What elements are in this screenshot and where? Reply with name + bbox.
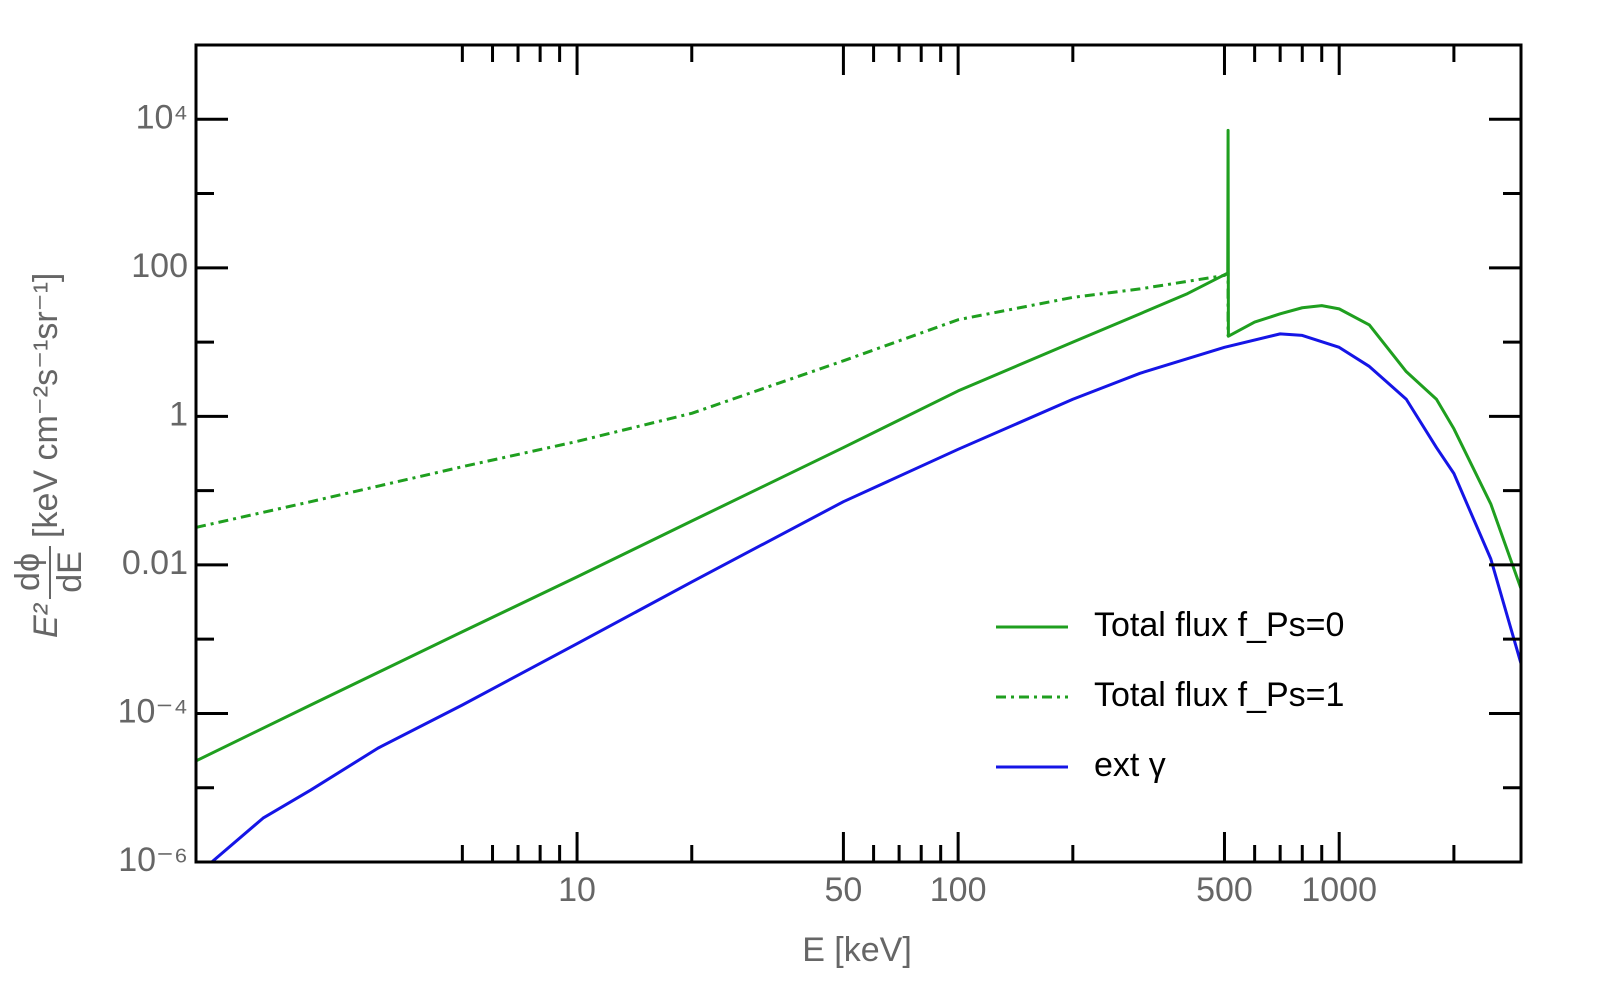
- y-tick-label: 10⁴: [136, 98, 188, 136]
- y-tick-label: 1: [169, 395, 188, 433]
- x-tick-label: 10: [558, 871, 596, 909]
- x-tick-label: 50: [824, 871, 862, 909]
- y-label-prefix: E²: [27, 602, 65, 638]
- y-tick-label: 0.01: [122, 544, 188, 582]
- y-label-units: [keV cm⁻²s⁻¹sr⁻¹]: [27, 273, 65, 538]
- series-line: [210, 332, 1521, 862]
- x-tick-label: 1000: [1301, 871, 1377, 909]
- y-tick-label: 10⁻⁴: [118, 692, 188, 730]
- y-tick-label: 100: [131, 247, 188, 285]
- plot-area: [196, 128, 1521, 862]
- x-tick-label: 100: [930, 871, 987, 909]
- legend-label: ext γ: [1094, 746, 1166, 784]
- y-label-denominator: dE: [51, 551, 89, 593]
- y-label-numerator: dϕ: [9, 553, 47, 591]
- y-tick-label: 10⁻⁶: [118, 841, 188, 879]
- series-line: [196, 271, 1230, 529]
- frame: [194, 43, 1523, 864]
- legend-label: Total flux f_Ps=1: [1094, 676, 1344, 714]
- x-axis-label: E [keV]: [802, 931, 912, 969]
- series-line: [196, 128, 1521, 763]
- legend-label: Total flux f_Ps=0: [1094, 606, 1344, 644]
- x-tick-label: 500: [1196, 871, 1253, 909]
- y-axis-label: E² dϕ dE [keV cm⁻²s⁻¹sr⁻¹]: [9, 273, 89, 638]
